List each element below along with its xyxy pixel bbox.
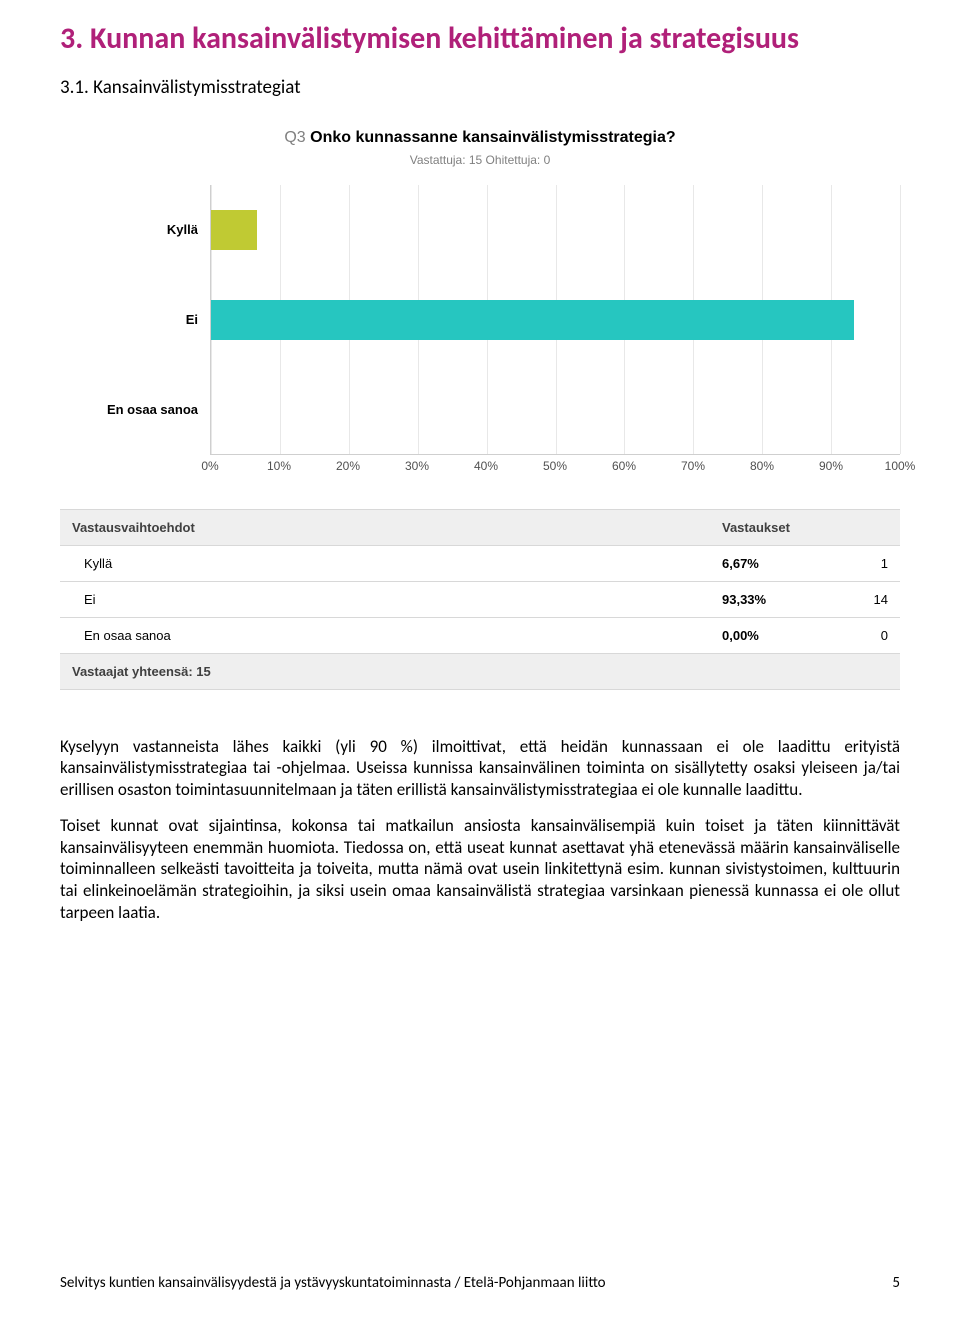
table-row: Kyllä6,67%1 bbox=[60, 545, 900, 581]
table-row: Ei93,33%14 bbox=[60, 581, 900, 617]
chart-x-tick: 90% bbox=[819, 459, 843, 473]
table-header-row: Vastausvaihtoehdot Vastaukset bbox=[60, 509, 900, 545]
chart-x-tick: 20% bbox=[336, 459, 360, 473]
chart-x-tick: 100% bbox=[885, 459, 916, 473]
survey-chart: Q3 Onko kunnassanne kansainvälistymisstr… bbox=[60, 129, 900, 479]
chart-plot bbox=[210, 185, 900, 455]
chart-x-ticks: 0%10%20%30%40%50%60%70%80%90%100% bbox=[210, 455, 900, 479]
chart-x-tick: 40% bbox=[474, 459, 498, 473]
table-header-responses: Vastaukset bbox=[710, 509, 830, 545]
chart-title-prefix: Q3 bbox=[284, 129, 310, 146]
chart-x-tick: 0% bbox=[201, 459, 218, 473]
table-footer-row: Vastaajat yhteensä: 15 bbox=[60, 653, 900, 689]
chart-y-label: Kyllä bbox=[60, 185, 210, 275]
chart-meta: Vastattuja: 15 Ohitettuja: 0 bbox=[60, 153, 900, 167]
footer-text: Selvitys kuntien kansainvälisyydestä ja … bbox=[60, 1274, 606, 1292]
footer-page-number: 5 bbox=[892, 1274, 900, 1292]
table-footer-total: Vastaajat yhteensä: 15 bbox=[60, 653, 710, 689]
page-footer: Selvitys kuntien kansainvälisyydestä ja … bbox=[60, 1274, 900, 1292]
chart-title: Q3 Onko kunnassanne kansainvälistymisstr… bbox=[60, 129, 900, 147]
chart-y-label: En osaa sanoa bbox=[60, 365, 210, 455]
table-footer-pct bbox=[710, 653, 830, 689]
chart-area: KylläEiEn osaa sanoa bbox=[60, 185, 900, 455]
chart-x-tick: 60% bbox=[612, 459, 636, 473]
chart-x-tick: 50% bbox=[543, 459, 567, 473]
chart-x-tick: 10% bbox=[267, 459, 291, 473]
chart-x-tick: 70% bbox=[681, 459, 705, 473]
table-header-options: Vastausvaihtoehdot bbox=[60, 509, 710, 545]
chart-bar bbox=[211, 210, 257, 250]
body-paragraph: Kyselyyn vastanneista lähes kaikki (yli … bbox=[60, 736, 900, 801]
chart-y-labels: KylläEiEn osaa sanoa bbox=[60, 185, 210, 455]
chart-title-text: Onko kunnassanne kansainvälistymisstrate… bbox=[310, 129, 675, 146]
results-table: Vastausvaihtoehdot Vastaukset Kyllä6,67%… bbox=[60, 509, 900, 690]
body-paragraph: Toiset kunnat ovat sijaintinsa, kokonsa … bbox=[60, 815, 900, 924]
chart-x-tick: 80% bbox=[750, 459, 774, 473]
chart-y-label: Ei bbox=[60, 275, 210, 365]
chart-bar bbox=[211, 300, 854, 340]
table-header-count bbox=[830, 509, 900, 545]
chart-x-tick: 30% bbox=[405, 459, 429, 473]
table-footer-num bbox=[830, 653, 900, 689]
section-heading: 3. Kunnan kansainvälistymisen kehittämin… bbox=[60, 20, 900, 58]
table-row: En osaa sanoa0,00%0 bbox=[60, 617, 900, 653]
subsection-heading: 3.1. Kansainvälistymisstrategiat bbox=[60, 76, 900, 99]
body-text: Kyselyyn vastanneista lähes kaikki (yli … bbox=[60, 736, 900, 924]
